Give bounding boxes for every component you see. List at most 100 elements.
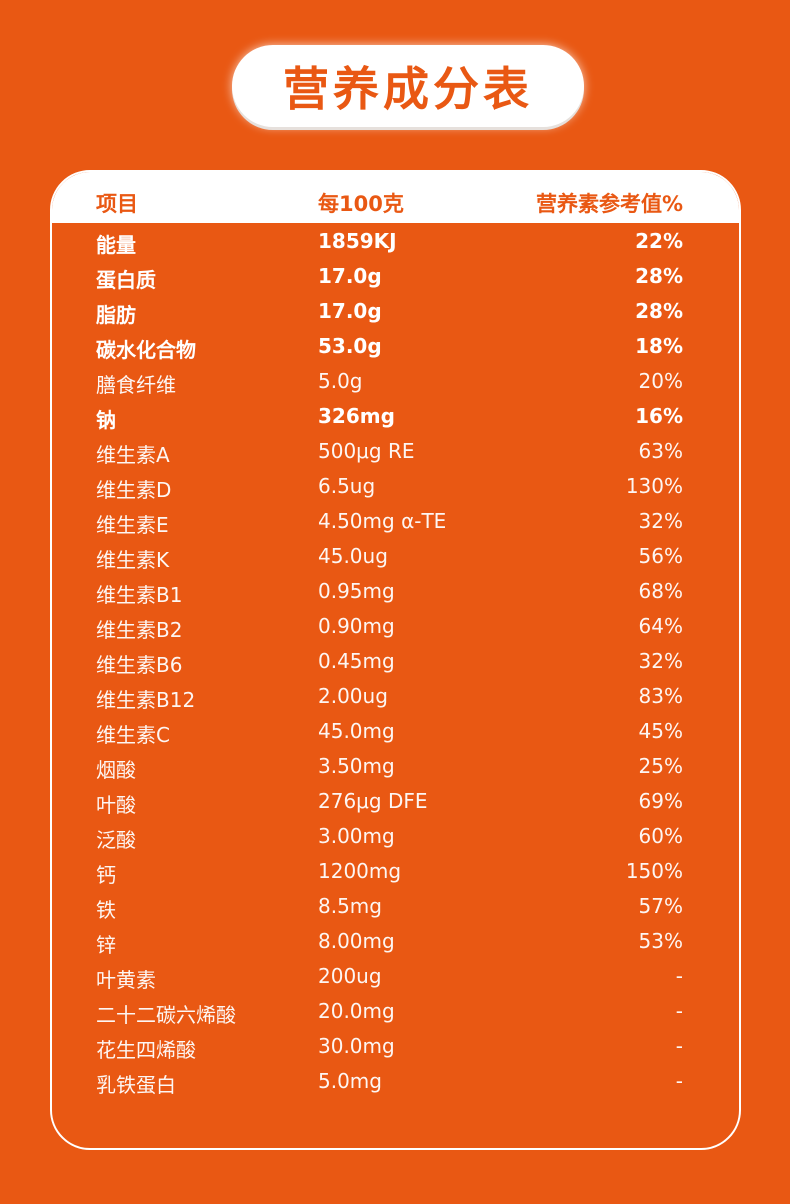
nutrient-name: 乳铁蛋白: [96, 1073, 176, 1097]
nutrient-nrv: 56%: [638, 544, 683, 568]
nutrient-name: 烟酸: [96, 758, 136, 782]
nutrient-amount: 0.95mg: [318, 579, 395, 603]
nutrient-amount: 5.0mg: [318, 1069, 382, 1093]
nutrient-amount: 200ug: [318, 964, 382, 988]
nutrient-name: 维生素K: [96, 548, 170, 572]
nutrient-amount: 0.45mg: [318, 649, 395, 673]
nutrient-nrv: 57%: [638, 894, 683, 918]
table-row: 膳食纤维 5.0g 20%: [52, 363, 739, 398]
nutrient-name: 维生素D: [96, 478, 172, 502]
nutrient-nrv: 45%: [638, 719, 683, 743]
nutrient-name: 维生素B1: [96, 583, 183, 607]
nutrient-name: 叶黄素: [96, 968, 156, 992]
table-row: 维生素D 6.5ug 130%: [52, 468, 739, 503]
table-row: 二十二碳六烯酸 20.0mg -: [52, 993, 739, 1028]
nutrient-name: 维生素E: [96, 513, 169, 537]
table-row: 维生素B12 2.00ug 83%: [52, 678, 739, 713]
nutrient-nrv: 32%: [638, 509, 683, 533]
nutrient-nrv: -: [675, 999, 683, 1023]
nutrient-name: 铁: [96, 898, 116, 922]
nutrient-amount: 17.0g: [318, 264, 382, 288]
nutrient-name: 脂肪: [96, 303, 136, 327]
nutrient-amount: 326mg: [318, 404, 395, 428]
nutrient-amount: 30.0mg: [318, 1034, 395, 1058]
nutrient-nrv: -: [675, 1034, 683, 1058]
table-row: 叶黄素 200ug -: [52, 958, 739, 993]
nutrient-amount: 53.0g: [318, 334, 382, 358]
nutrient-nrv: 60%: [638, 824, 683, 848]
nutrient-nrv: 53%: [638, 929, 683, 953]
nutrient-name: 能量: [96, 233, 136, 257]
nutrient-nrv: 64%: [638, 614, 683, 638]
nutrient-amount: 45.0mg: [318, 719, 395, 743]
nutrient-amount: 17.0g: [318, 299, 382, 323]
nutrient-nrv: 28%: [635, 264, 683, 288]
nutrient-name: 维生素B12: [96, 688, 196, 712]
nutrient-amount: 6.5ug: [318, 474, 376, 498]
table-row: 维生素K 45.0ug 56%: [52, 538, 739, 573]
nutrient-amount: 5.0g: [318, 369, 363, 393]
nutrient-amount: 500μg RE: [318, 439, 415, 463]
table-row: 脂肪 17.0g 28%: [52, 293, 739, 328]
nutrient-amount: 0.90mg: [318, 614, 395, 638]
header-item: 项目: [96, 192, 138, 216]
table-row: 维生素A 500μg RE 63%: [52, 433, 739, 468]
nutrient-amount: 1200mg: [318, 859, 402, 883]
nutrient-nrv: 28%: [635, 299, 683, 323]
nutrient-amount: 276μg DFE: [318, 789, 428, 813]
nutrient-name: 泛酸: [96, 828, 136, 852]
nutrient-name: 锌: [96, 933, 116, 957]
nutrient-nrv: 69%: [638, 789, 683, 813]
nutrient-nrv: 20%: [638, 369, 683, 393]
nutrient-name: 维生素B6: [96, 653, 183, 677]
page-title: 营养成分表: [283, 62, 533, 116]
table-row: 维生素B6 0.45mg 32%: [52, 643, 739, 678]
nutrient-amount: 4.50mg α-TE: [318, 509, 447, 533]
nutrient-nrv: -: [675, 1069, 683, 1093]
nutrient-name: 花生四烯酸: [96, 1038, 196, 1062]
nutrient-name: 钙: [96, 863, 116, 887]
nutrition-table: 项目 每100克 营养素参考值% 能量 1859KJ 22% 蛋白质 17.0g 28% 脂…: [50, 170, 741, 1150]
nutrient-amount: 45.0ug: [318, 544, 388, 568]
nutrient-amount: 3.50mg: [318, 754, 395, 778]
nutrient-name: 膳食纤维: [96, 373, 176, 397]
table-row: 铁 8.5mg 57%: [52, 888, 739, 923]
table-row: 维生素E 4.50mg α-TE 32%: [52, 503, 739, 538]
nutrient-amount: 20.0mg: [318, 999, 395, 1023]
table-row: 叶酸 276μg DFE 69%: [52, 783, 739, 818]
nutrient-nrv: 68%: [638, 579, 683, 603]
nutrient-name: 维生素C: [96, 723, 170, 747]
nutrient-amount: 8.5mg: [318, 894, 382, 918]
nutrient-name: 维生素A: [96, 443, 170, 467]
nutrient-name: 蛋白质: [96, 268, 156, 292]
nutrient-nrv: 83%: [638, 684, 683, 708]
header-per-100g: 每100克: [318, 192, 404, 216]
nutrient-amount: 2.00ug: [318, 684, 388, 708]
table-row: 乳铁蛋白 5.0mg -: [52, 1063, 739, 1098]
table-row: 花生四烯酸 30.0mg -: [52, 1028, 739, 1063]
nutrient-nrv: 150%: [625, 859, 683, 883]
nutrient-name: 钠: [96, 408, 116, 432]
nutrient-amount: 3.00mg: [318, 824, 395, 848]
table-row: 维生素C 45.0mg 45%: [52, 713, 739, 748]
title-badge: 营养成分表: [232, 45, 584, 127]
table-row: 烟酸 3.50mg 25%: [52, 748, 739, 783]
nutrient-nrv: 16%: [635, 404, 683, 428]
nutrient-name: 二十二碳六烯酸: [96, 1003, 236, 1027]
nutrient-name: 碳水化合物: [96, 338, 196, 362]
table-row: 锌 8.00mg 53%: [52, 923, 739, 958]
nutrient-nrv: 32%: [638, 649, 683, 673]
nutrient-name: 叶酸: [96, 793, 136, 817]
table-row: 钙 1200mg 150%: [52, 853, 739, 888]
table-header: 项目 每100克 营养素参考值%: [52, 172, 739, 223]
table-row: 能量 1859KJ 22%: [52, 223, 739, 258]
table-row: 碳水化合物 53.0g 18%: [52, 328, 739, 363]
nutrient-nrv: -: [675, 964, 683, 988]
header-nrv: 营养素参考值%: [535, 192, 683, 216]
nutrient-nrv: 130%: [625, 474, 683, 498]
nutrient-amount: 1859KJ: [318, 229, 397, 253]
nutrient-nrv: 22%: [635, 229, 683, 253]
table-row: 泛酸 3.00mg 60%: [52, 818, 739, 853]
nutrient-nrv: 18%: [635, 334, 683, 358]
table-row: 维生素B2 0.90mg 64%: [52, 608, 739, 643]
